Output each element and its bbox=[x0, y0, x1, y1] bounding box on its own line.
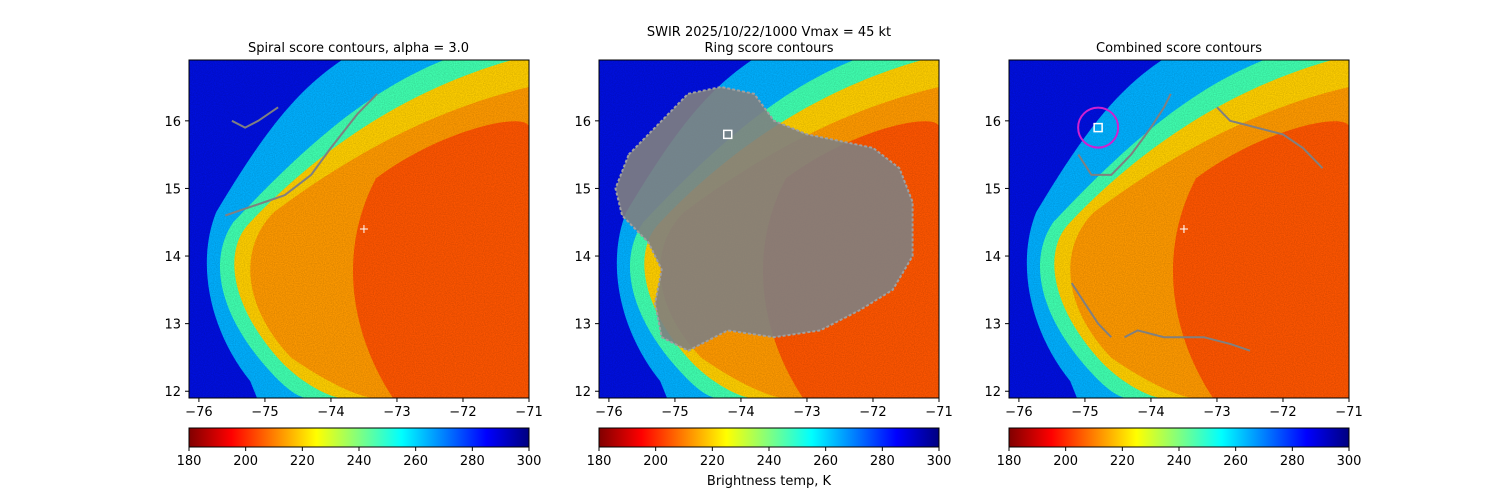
colorbar: 180 200 220 240 260 280 300 bbox=[997, 427, 1362, 469]
brightness-image bbox=[1009, 60, 1349, 398]
colorbar-tick-label: 200 bbox=[1053, 454, 1078, 469]
panel-combined: Combined score contours −76 −75 −74 −73 −72 −… bbox=[984, 41, 1362, 469]
x-tick-label: −75 bbox=[1071, 405, 1098, 420]
score-contour bbox=[224, 93, 378, 217]
selected-center-marker bbox=[1093, 122, 1103, 133]
y-tick-label: 12 bbox=[984, 385, 1001, 400]
y-tick-label: 16 bbox=[164, 115, 181, 130]
colorbar-tick-label: 220 bbox=[1110, 454, 1135, 469]
y-tick-label: 14 bbox=[984, 250, 1001, 265]
colorbar-gradient bbox=[1008, 427, 1350, 448]
x-tick-label: −74 bbox=[1137, 405, 1164, 420]
x-tick-label: −72 bbox=[449, 405, 476, 420]
y-tick-label: 15 bbox=[984, 182, 1001, 197]
panel-title: Combined score contours bbox=[1096, 41, 1262, 56]
y-tick-label: 14 bbox=[164, 250, 181, 265]
y-tick-label: 16 bbox=[984, 115, 1001, 130]
colorbar-tick-label: 180 bbox=[177, 454, 202, 469]
y-tick-label: 13 bbox=[984, 318, 1001, 333]
colorbar-tick-label: 300 bbox=[517, 454, 542, 469]
x-tick-label: −76 bbox=[1005, 405, 1032, 420]
colorbar-tick-label: 220 bbox=[700, 454, 725, 469]
y-tick-label: 16 bbox=[574, 115, 591, 130]
colorbar-tick-label: 260 bbox=[1223, 454, 1248, 469]
score-contour bbox=[1070, 282, 1113, 338]
y-tick-label: 15 bbox=[164, 182, 181, 197]
panel-ring: Ring score contours −76 −75 −74 −73 −72 −71 12… bbox=[574, 41, 952, 489]
panel-spiral: Spiral score contours, alpha = 3.0 −76 −7… bbox=[164, 41, 542, 469]
colorbar-tick-label: 180 bbox=[587, 454, 612, 469]
ring-score-region bbox=[615, 87, 913, 351]
colorbar-tick-label: 260 bbox=[813, 454, 838, 469]
axes-frame bbox=[188, 59, 530, 399]
x-tick-label: −72 bbox=[1269, 405, 1296, 420]
colorbar-tick-label: 300 bbox=[1337, 454, 1362, 469]
score-contour bbox=[1124, 329, 1251, 352]
colorbar-tick-label: 280 bbox=[870, 454, 895, 469]
y-tick-label: 12 bbox=[164, 385, 181, 400]
y-tick-label: 12 bbox=[574, 385, 591, 400]
colorbar-tick-label: 240 bbox=[757, 454, 782, 469]
score-contour bbox=[1077, 93, 1172, 176]
colorbar-tick-label: 280 bbox=[1280, 454, 1305, 469]
x-tick-label: −73 bbox=[383, 405, 410, 420]
axes-frame bbox=[1008, 59, 1350, 399]
colorbar-tick-label: 180 bbox=[997, 454, 1022, 469]
brightness-image bbox=[599, 60, 939, 398]
colorbar-tick-label: 260 bbox=[403, 454, 428, 469]
colorbar: 180 200 220 240 260 280 300 bbox=[587, 427, 952, 469]
panel-title: Ring score contours bbox=[704, 41, 833, 56]
y-tick-label: 15 bbox=[574, 182, 591, 197]
x-tick-label: −75 bbox=[251, 405, 278, 420]
colorbar-tick-label: 240 bbox=[347, 454, 372, 469]
ring-center-marker bbox=[722, 129, 733, 140]
ring-score-contour bbox=[614, 85, 914, 352]
colorbar-tick-label: 200 bbox=[643, 454, 668, 469]
colorbar: 180 200 220 240 260 280 300 bbox=[177, 427, 542, 469]
score-contour bbox=[231, 106, 279, 129]
x-tick-label: −75 bbox=[661, 405, 688, 420]
x-tick-label: −71 bbox=[1335, 405, 1362, 420]
score-contour bbox=[1216, 106, 1324, 169]
colorbar-gradient bbox=[598, 427, 940, 448]
y-tick-label: 13 bbox=[574, 318, 591, 333]
x-tick-label: −71 bbox=[515, 405, 542, 420]
selected-center-circle bbox=[1077, 106, 1120, 149]
x-tick-label: −74 bbox=[727, 405, 754, 420]
colorbar-label: Brightness temp, K bbox=[707, 474, 832, 489]
x-tick-label: −71 bbox=[925, 405, 952, 420]
panel-title: Spiral score contours, alpha = 3.0 bbox=[248, 41, 469, 56]
colorbar-tick-label: 220 bbox=[290, 454, 315, 469]
y-tick-label: 14 bbox=[574, 250, 591, 265]
colorbar-gradient bbox=[188, 427, 530, 448]
brightness-image bbox=[189, 60, 529, 398]
axes-frame bbox=[598, 59, 940, 399]
x-tick-label: −76 bbox=[185, 405, 212, 420]
x-tick-label: −73 bbox=[793, 405, 820, 420]
x-tick-label: −74 bbox=[317, 405, 344, 420]
center-plus-marker bbox=[359, 225, 368, 233]
colorbar-tick-label: 280 bbox=[460, 454, 485, 469]
figure-suptitle: SWIR 2025/10/22/1000 Vmax = 45 kt bbox=[647, 25, 891, 40]
colorbar-tick-label: 300 bbox=[927, 454, 952, 469]
colorbar-tick-label: 240 bbox=[1167, 454, 1192, 469]
x-tick-label: −73 bbox=[1203, 405, 1230, 420]
x-tick-label: −72 bbox=[859, 405, 886, 420]
x-tick-label: −76 bbox=[595, 405, 622, 420]
colorbar-tick-label: 200 bbox=[233, 454, 258, 469]
y-tick-label: 13 bbox=[164, 318, 181, 333]
center-plus-marker bbox=[1179, 225, 1188, 233]
